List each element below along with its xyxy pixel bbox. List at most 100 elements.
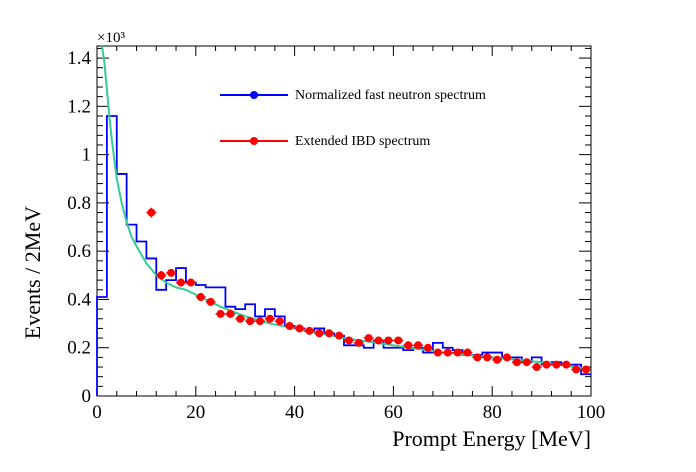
- ibd-marker: [384, 336, 393, 345]
- ibd-marker: [315, 329, 324, 338]
- ibd-data-point: [571, 365, 582, 374]
- ibd-data-point: [432, 348, 443, 357]
- ibd-marker: [423, 343, 432, 352]
- ibd-marker: [147, 208, 156, 217]
- ibd-marker: [354, 338, 363, 347]
- ibd-data-point: [393, 336, 404, 345]
- ibd-marker: [522, 358, 531, 367]
- ibd-data-point: [334, 331, 344, 340]
- y-tick-label: 1.2: [67, 96, 91, 117]
- ibd-data-point: [492, 355, 503, 364]
- ibd-marker: [167, 268, 176, 277]
- ibd-data-point: [255, 317, 265, 326]
- ibd-data-point: [314, 329, 325, 338]
- ibd-data-point: [511, 358, 522, 367]
- ibd-data-point: [156, 270, 167, 280]
- ibd-marker: [542, 360, 551, 369]
- ibd-data-point: [215, 309, 226, 318]
- ibd-data-point: [274, 317, 285, 326]
- ibd-data-point: [284, 322, 295, 330]
- ibd-data-point: [541, 360, 552, 369]
- ibd-data-point: [225, 309, 236, 318]
- ibd-marker: [414, 341, 423, 350]
- ibd-marker: [483, 353, 492, 362]
- ibd-data-point: [423, 343, 433, 352]
- ibd-marker: [295, 324, 304, 333]
- ibd-marker: [157, 271, 166, 280]
- ibd-data-point: [353, 338, 364, 347]
- x-tick-label: 20: [186, 402, 205, 423]
- ibd-data-point: [502, 353, 512, 362]
- ibd-data-point: [363, 334, 374, 343]
- y-exponent-label: ×10³: [97, 30, 125, 46]
- ibd-marker: [186, 278, 195, 287]
- ibd-marker: [196, 293, 205, 302]
- y-axis-title: Events / 2MeV: [20, 206, 45, 339]
- ibd-data-point: [531, 363, 542, 372]
- ibd-marker: [473, 353, 482, 362]
- ibd-data-point: [472, 353, 483, 362]
- x-axis-title: Prompt Energy [MeV]: [392, 426, 591, 451]
- plot-frame: [96, 45, 592, 397]
- y-tick-label: 1: [82, 145, 92, 166]
- ibd-marker: [503, 353, 512, 362]
- ibd-data-point: [413, 341, 424, 350]
- x-tick-label: 0: [92, 402, 102, 423]
- ibd-data-point: [205, 297, 216, 306]
- ibd-marker: [246, 317, 255, 326]
- ibd-data-point: [166, 268, 177, 277]
- x-tick-label: 60: [384, 402, 403, 423]
- ibd-data-point: [442, 348, 453, 357]
- ibd-data-point: [245, 317, 256, 326]
- ibd-marker: [374, 336, 383, 345]
- ibd-data-point: [344, 336, 354, 345]
- ibd-marker: [206, 297, 215, 306]
- x-tick-label: 40: [285, 402, 304, 423]
- ibd-data-point: [403, 341, 414, 350]
- ibd-marker: [582, 365, 591, 374]
- ibd-data-point: [185, 278, 196, 287]
- ibd-data-point: [373, 336, 384, 345]
- ibd-marker: [216, 309, 225, 318]
- ibd-marker: [404, 341, 413, 350]
- ibd-marker: [236, 314, 245, 323]
- y-tick-label: 0.8: [67, 193, 91, 214]
- y-tick-label: 0.4: [67, 289, 91, 310]
- ibd-marker: [265, 314, 274, 323]
- ibd-data-point: [195, 293, 206, 302]
- ibd-marker: [176, 278, 185, 287]
- y-tick-label: 1.4: [67, 48, 91, 69]
- legend-marker-ibd: [250, 137, 258, 145]
- ibd-data-point: [324, 329, 335, 338]
- ibd-marker: [344, 336, 353, 345]
- ibd-data-point: [146, 207, 157, 218]
- ibd-marker: [226, 309, 235, 318]
- ibd-data-point: [294, 324, 305, 333]
- series-fit-curve: [100, 45, 592, 371]
- legend: Normalized fast neutron spectrum Extende…: [220, 88, 486, 149]
- ibd-data-point: [561, 360, 572, 369]
- ibd-marker: [394, 336, 403, 345]
- x-tick-label: 80: [483, 402, 502, 423]
- series-layer: [96, 45, 592, 396]
- ibd-marker: [453, 348, 462, 357]
- ibd-marker: [285, 322, 294, 330]
- ibd-marker: [364, 334, 373, 343]
- ibd-marker: [335, 331, 344, 340]
- axis-tick-labels: 0 20 40 60 80 100 0 0.2 0.4 0.6 0.8 1 1.2 1.4: [67, 48, 605, 423]
- y-tick-label: 0.6: [67, 241, 91, 262]
- ibd-marker: [562, 360, 571, 369]
- ibd-marker: [256, 317, 265, 326]
- ibd-marker: [433, 348, 442, 357]
- ibd-data-point: [581, 365, 591, 374]
- series-fast-neutron-histogram: [96, 115, 591, 396]
- ibd-data-point: [551, 360, 562, 369]
- legend-label-fast-neutron: Normalized fast neutron spectrum: [295, 88, 486, 103]
- y-tick-label: 0.2: [67, 338, 91, 359]
- ibd-marker: [532, 363, 541, 372]
- ibd-data-point: [521, 358, 532, 367]
- ibd-data-point: [235, 314, 246, 323]
- ibd-marker: [493, 355, 502, 364]
- ibd-data-point: [462, 348, 473, 357]
